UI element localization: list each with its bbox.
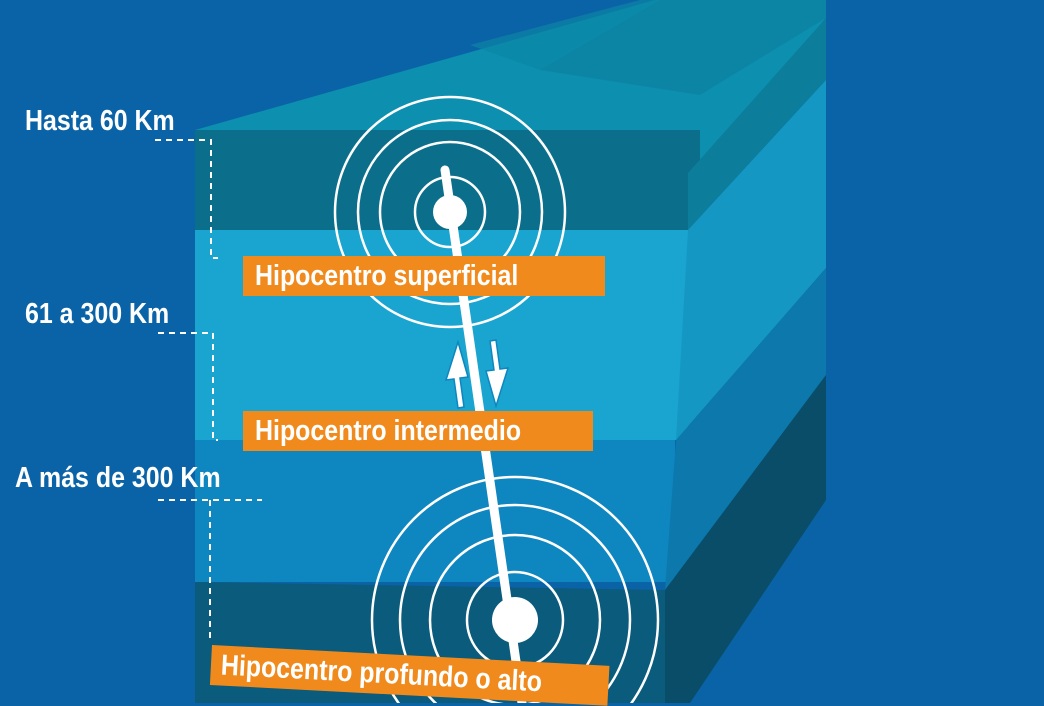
label-hypocenter-intermediate: Hipocentro intermedio: [243, 411, 593, 451]
mid-mantle-side: [665, 268, 826, 590]
deep-mantle-side: [665, 375, 826, 703]
mid-mantle-band: [195, 440, 675, 582]
depth-label-deep: A más de 300 Km: [15, 462, 221, 494]
surface-ridge-shadow: [540, 0, 826, 95]
slip-arrows-icon: [444, 339, 510, 409]
depth-label-shallow: Hasta 60 Km: [25, 105, 175, 137]
depth-brackets: [155, 139, 262, 640]
label-hypocenter-intermediate-text: Hipocentro intermedio: [255, 415, 522, 447]
surface-ridge: [470, 0, 660, 70]
deep-hypocenter-dot: [492, 597, 538, 643]
crust-side: [688, 18, 826, 230]
depth-label-intermediate: 61 a 300 Km: [25, 298, 170, 330]
shallow-hypocenter-dot: [433, 195, 467, 229]
upper-mantle-side: [676, 80, 826, 440]
label-hypocenter-shallow-text: Hipocentro superficial: [255, 260, 519, 292]
label-hypocenter-shallow: Hipocentro superficial: [243, 256, 605, 296]
